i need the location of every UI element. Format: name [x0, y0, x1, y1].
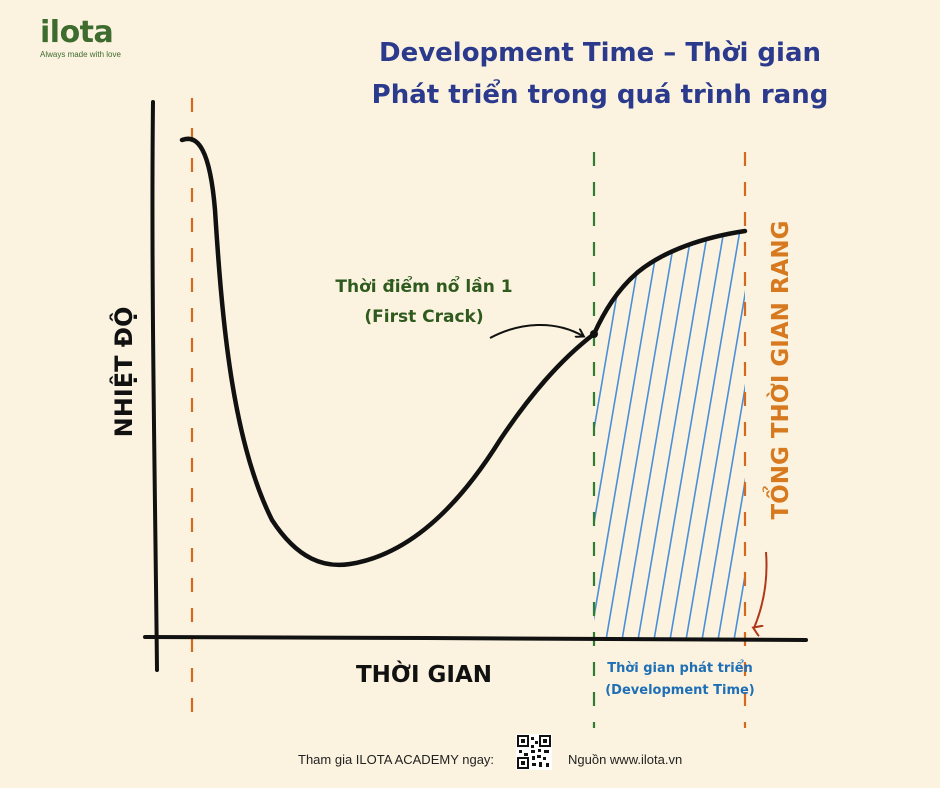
x-axis-label: THỜI GIAN — [356, 660, 492, 688]
footer: Tham gia ILOTA ACADEMY ngay: Nguồn — [0, 734, 940, 772]
y-axis-label: NHIỆT ĐỘ — [108, 307, 138, 438]
logo-tagline: Always made with love — [40, 50, 121, 59]
development-hatch — [594, 231, 745, 640]
brand-logo: ilota Always made with love — [40, 15, 121, 60]
y-axis — [150, 100, 159, 672]
academy-invite-text: Tham gia ILOTA ACADEMY ngay: — [298, 752, 495, 767]
x-axis — [143, 634, 808, 643]
temperature-curve — [179, 136, 748, 568]
total-time-label: TỔNG THỜI GIAN RANG — [762, 220, 794, 519]
title-line-2: Phát triển trong quá trình rang — [371, 80, 829, 110]
logo-text: ilota — [40, 15, 114, 50]
first-crack-label-1: Thời điểm nổ lần 1 — [335, 275, 512, 297]
page-title: Development Time – Thời gian Phát triển … — [345, 32, 855, 116]
development-label-1: Thời gian phát triển — [607, 660, 753, 676]
qr-code-icon[interactable] — [516, 734, 552, 773]
source-text: Nguồn www.ilota.vn — [568, 752, 683, 767]
development-label-2: (Development Time) — [605, 683, 755, 698]
first-crack-label-2: (First Crack) — [364, 307, 483, 327]
first-crack-point — [590, 330, 598, 338]
total-time-arrow — [754, 551, 768, 628]
title-line-1: Development Time – Thời gian — [378, 38, 822, 68]
first-crack-arrow — [489, 323, 583, 339]
